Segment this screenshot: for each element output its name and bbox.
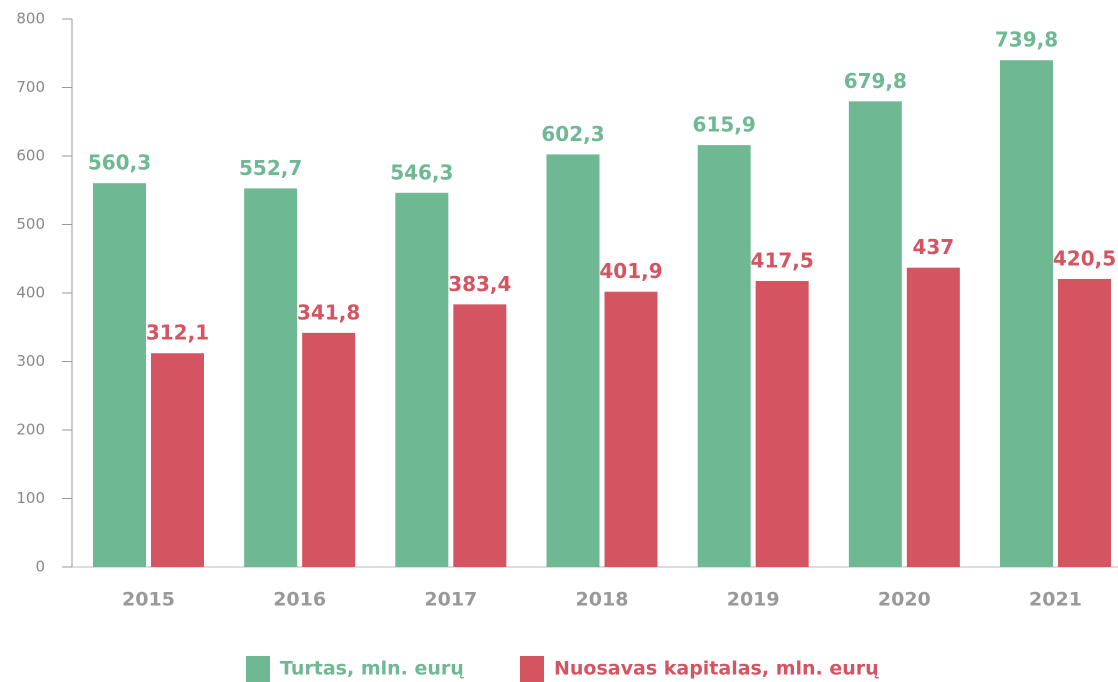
- value-label: 546,3: [390, 160, 453, 184]
- y-tick-label: 0: [35, 558, 45, 576]
- bar: [453, 304, 507, 567]
- value-label: 552,7: [239, 156, 302, 180]
- y-tick-label: 100: [16, 489, 45, 507]
- value-label: 560,3: [88, 151, 151, 175]
- value-label: 341,8: [297, 300, 360, 324]
- bar: [150, 353, 204, 567]
- value-label: 437: [912, 235, 954, 259]
- x-tick-label: 2021: [1029, 589, 1082, 611]
- legend-swatch: [520, 656, 544, 682]
- bar: [302, 332, 356, 567]
- bar: [906, 267, 960, 567]
- y-tick-label: 800: [16, 10, 45, 28]
- y-tick-label: 700: [16, 78, 45, 96]
- bar: [1058, 278, 1112, 567]
- y-tick-label: 500: [16, 215, 45, 233]
- x-tick-label: 2016: [273, 589, 326, 611]
- bar: [92, 183, 146, 567]
- bar: [604, 291, 658, 567]
- value-label: 679,8: [844, 69, 907, 93]
- value-label: 420,5: [1053, 246, 1116, 270]
- y-tick-label: 600: [16, 147, 45, 165]
- value-label: 417,5: [751, 249, 814, 273]
- x-tick-label: 2019: [727, 589, 780, 611]
- value-label: 602,3: [541, 122, 604, 146]
- y-tick-label: 200: [16, 421, 45, 439]
- value-label: 312,1: [146, 321, 209, 345]
- x-tick-label: 2018: [576, 589, 629, 611]
- x-tick-label: 2020: [878, 589, 931, 611]
- x-tick-label: 2017: [424, 589, 477, 611]
- bar: [1000, 60, 1054, 567]
- bar: [697, 145, 751, 567]
- value-label: 615,9: [693, 113, 756, 137]
- bar: [244, 188, 298, 567]
- legend-label: Turtas, mln. eurų: [280, 658, 464, 680]
- bar: [848, 101, 902, 567]
- bar: [755, 281, 809, 567]
- legend-swatch: [246, 656, 270, 682]
- value-label: 383,4: [448, 272, 511, 296]
- value-label: 401,9: [599, 259, 662, 283]
- legend-label: Nuosavas kapitalas, mln. eurų: [554, 658, 879, 680]
- bar: [546, 154, 600, 567]
- value-label: 739,8: [995, 28, 1058, 52]
- x-tick-label: 2015: [122, 589, 175, 611]
- y-tick-label: 300: [16, 352, 45, 370]
- bar: [395, 192, 449, 568]
- y-tick-label: 400: [16, 284, 45, 302]
